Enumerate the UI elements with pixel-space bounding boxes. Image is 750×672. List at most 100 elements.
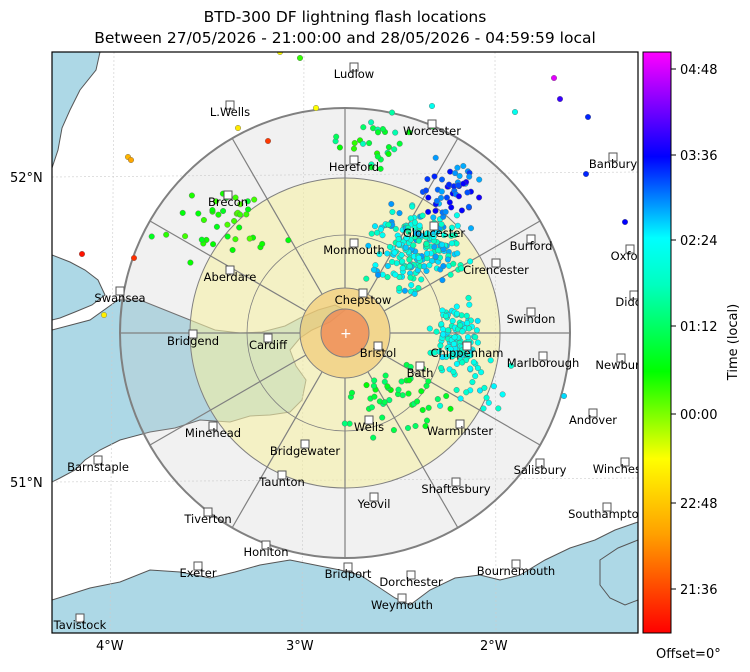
strike-point <box>425 404 432 411</box>
strike-point <box>446 181 453 188</box>
strike-point <box>363 275 370 282</box>
town-marker <box>588 408 598 418</box>
strike-point <box>429 102 436 109</box>
town-label: Hereford <box>329 160 379 174</box>
strike-point <box>406 263 413 270</box>
strike-point <box>374 153 381 160</box>
strike-point <box>458 207 465 214</box>
colorbar <box>642 51 672 634</box>
strike-point <box>463 389 470 396</box>
strike-point <box>478 369 485 376</box>
strike-point <box>453 212 460 219</box>
strike-point <box>360 124 367 131</box>
strike-point <box>245 206 252 213</box>
strike-point <box>100 312 107 319</box>
strike-point <box>391 249 398 256</box>
strike-point <box>402 244 409 251</box>
strike-point <box>431 349 438 356</box>
strike-point <box>78 250 85 257</box>
town-label: Bath <box>407 366 434 380</box>
strike-point <box>407 274 414 281</box>
strike-point <box>213 223 220 230</box>
town-marker <box>397 593 407 603</box>
strike-point <box>351 145 358 152</box>
strike-point <box>443 194 450 201</box>
lon-tick-4w: 4°W <box>96 639 124 654</box>
strike-point <box>405 225 412 232</box>
town-marker <box>300 439 310 449</box>
strike-point <box>432 154 439 161</box>
strike-point <box>438 365 445 372</box>
town-label: Worcester <box>403 124 461 138</box>
strike-point <box>371 393 378 400</box>
strike-point <box>179 209 186 216</box>
strike-point <box>455 193 462 200</box>
town-label: Shaftesbury <box>421 482 490 496</box>
town-label: Newbury <box>595 358 646 372</box>
town-label: Cirencester <box>463 263 529 277</box>
strike-point <box>457 322 464 329</box>
strike-point <box>454 250 461 257</box>
town-marker <box>373 341 383 351</box>
town-marker <box>349 238 359 248</box>
strike-point <box>442 313 449 320</box>
strike-point <box>385 150 392 157</box>
strike-point <box>435 247 442 254</box>
strike-point <box>432 253 439 260</box>
strike-point <box>413 230 420 237</box>
town-label: Exeter <box>179 566 216 580</box>
town-marker <box>608 152 618 162</box>
lat-tick-51n: 51°N <box>10 476 43 491</box>
strike-point <box>454 310 461 317</box>
town-marker <box>225 100 235 110</box>
town-markers: Ludlow L.Wells Worcester Hereford Banbury Bre… <box>53 62 646 632</box>
strike-point <box>448 204 455 211</box>
town-marker <box>406 570 416 580</box>
strike-point <box>422 423 429 430</box>
strike-point <box>200 216 207 223</box>
colorbar-offset: Offset=0° <box>656 647 721 662</box>
town-label: L.Wells <box>210 105 250 119</box>
strike-point <box>430 233 437 240</box>
town-marker <box>369 492 379 502</box>
strike-point <box>396 140 403 147</box>
strike-point <box>414 398 421 405</box>
strike-point <box>432 207 439 214</box>
strike-point <box>465 203 472 210</box>
town-marker <box>526 234 536 244</box>
strike-point <box>439 241 446 248</box>
strike-point <box>442 208 449 215</box>
strike-point <box>163 231 170 238</box>
strike-point <box>424 417 431 424</box>
strike-point <box>349 389 356 396</box>
strike-point <box>385 144 392 151</box>
town-label: Minehead <box>185 426 241 440</box>
strike-point <box>409 203 416 210</box>
strike-point <box>444 256 451 263</box>
strike-point <box>459 359 466 366</box>
strike-point <box>375 272 382 279</box>
town-label: Bridgewater <box>270 444 341 458</box>
strike-point <box>395 236 402 243</box>
strike-point <box>379 126 386 133</box>
strike-point <box>464 320 471 327</box>
lat-tick-52n: 52°N <box>10 171 43 186</box>
strike-point <box>452 170 459 177</box>
town-label: Gloucester <box>403 226 465 240</box>
strike-point <box>446 199 453 206</box>
strike-point <box>465 334 472 341</box>
strike-point <box>385 221 392 228</box>
strike-point <box>407 215 414 222</box>
strike-point <box>259 240 266 247</box>
town-marker <box>277 470 287 480</box>
strike-point <box>458 265 465 272</box>
town-label: Weymouth <box>371 598 433 612</box>
strike-point <box>440 331 447 338</box>
strike-point <box>384 250 391 257</box>
strike-point <box>341 420 348 427</box>
town-marker <box>451 477 461 487</box>
strike-point <box>423 187 430 194</box>
map-area: + Ludlow L.Wells Worcester Hereford Banbury B… <box>52 52 646 633</box>
strike-point <box>448 240 455 247</box>
town-label: Aberdare <box>204 270 257 284</box>
